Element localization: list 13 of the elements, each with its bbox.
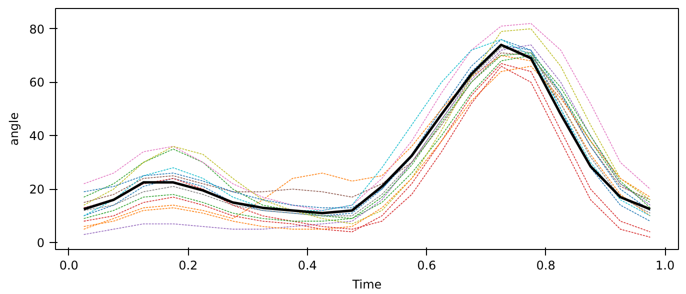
x-tick-label: 1.0	[656, 258, 675, 272]
x-tick-label: 0.0	[59, 258, 78, 272]
x-tick-label: 0.6	[417, 258, 436, 272]
x-tick-label: 0.2	[178, 258, 198, 272]
y-axis-title: angle	[7, 112, 22, 146]
y-tick-label: 0	[36, 236, 45, 250]
y-tick-label: 20	[29, 182, 45, 197]
y-tick-label: 80	[29, 22, 45, 36]
x-tick-label: 0.4	[298, 258, 317, 272]
y-tick-label: 60	[29, 76, 45, 90]
x-tick-label: 0.8	[536, 258, 556, 272]
y-tick-label: 40	[29, 129, 45, 144]
x-axis-title: Time	[351, 278, 382, 292]
